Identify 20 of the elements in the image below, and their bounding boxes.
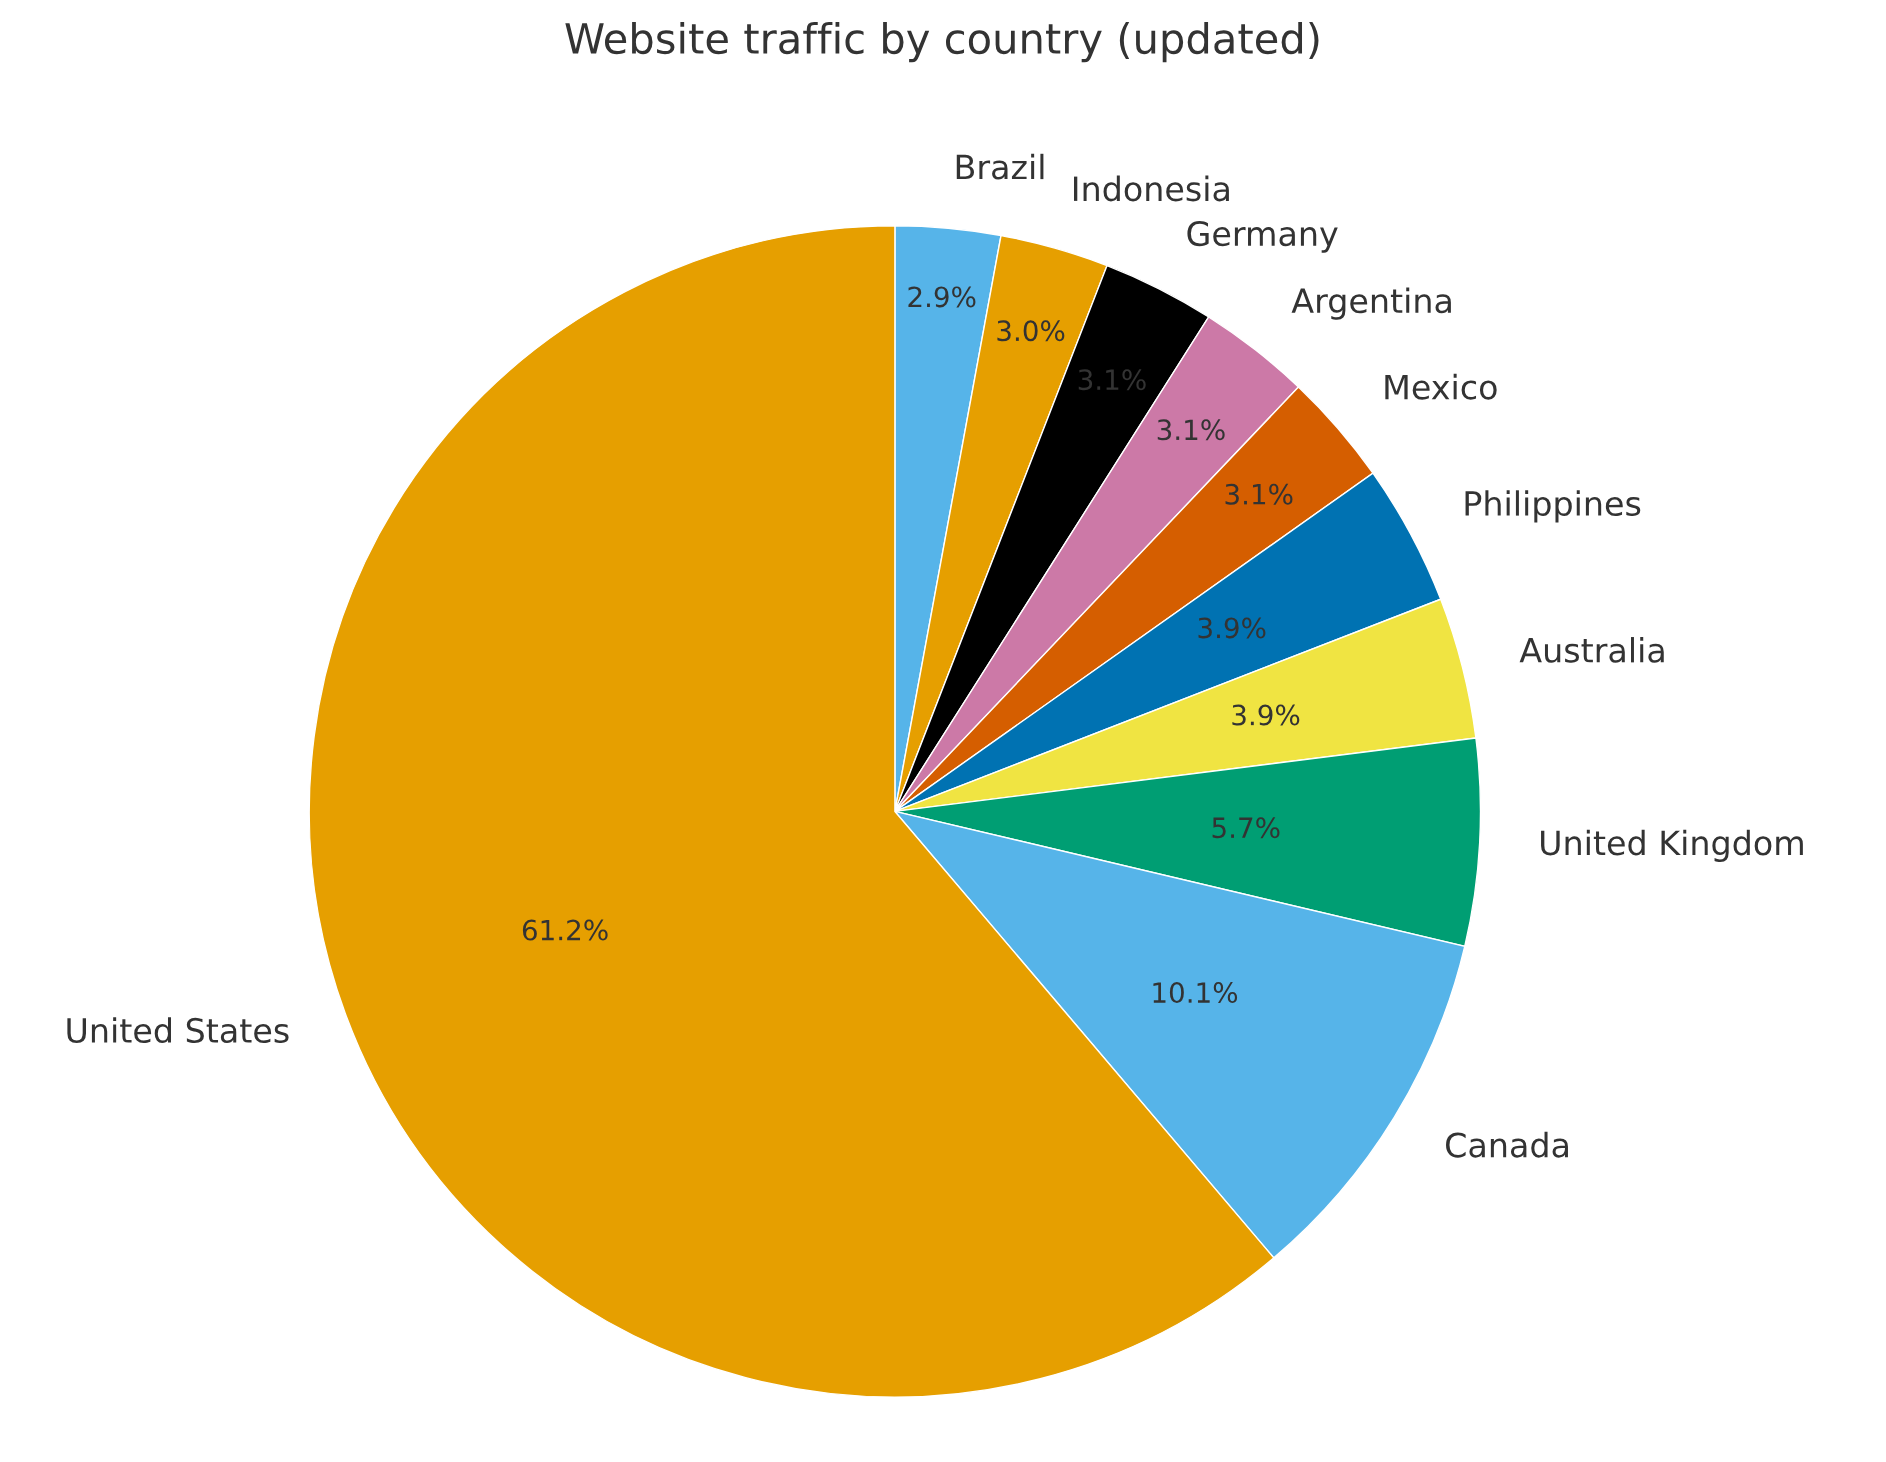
data-label: 10.1%: [1153, 982, 1238, 1004]
data-label: 3.9%: [1232, 704, 1300, 726]
slice-label: United Kingdom: [1541, 829, 1803, 862]
slice-label: Argentina: [1291, 287, 1451, 320]
slice-label: United States: [67, 1017, 289, 1044]
slice-label: Canada: [1446, 1131, 1568, 1158]
data-label: 3.1%: [1225, 483, 1293, 505]
slice-label: Mexico: [1385, 373, 1497, 400]
slice-label: Australia: [1519, 637, 1664, 663]
data-label: 61.2%: [522, 919, 608, 941]
data-label: 3.1%: [1157, 419, 1225, 441]
slice-label: Brazil: [956, 153, 1044, 180]
slice-label: Germany: [1187, 221, 1338, 253]
data-label: 5.7%: [1212, 817, 1280, 839]
data-label: 2.9%: [908, 286, 976, 308]
chart-title: Website traffic by country (updated): [565, 21, 1319, 63]
slice-label: Philippines: [1465, 490, 1641, 523]
data-label: 3.9%: [1198, 617, 1266, 639]
data-label: 3.0%: [997, 320, 1065, 342]
slice-label: Indonesia: [1074, 175, 1229, 202]
